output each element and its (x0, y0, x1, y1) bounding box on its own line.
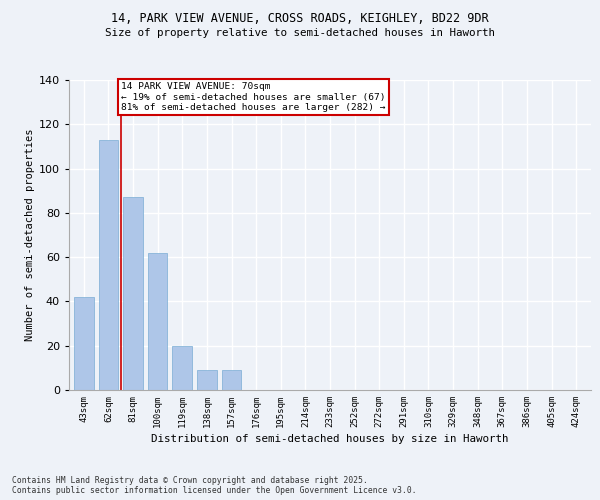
Text: 14, PARK VIEW AVENUE, CROSS ROADS, KEIGHLEY, BD22 9DR: 14, PARK VIEW AVENUE, CROSS ROADS, KEIGH… (111, 12, 489, 26)
Bar (197, 370, 217, 390)
Bar (148, 252, 167, 390)
Text: 14 PARK VIEW AVENUE: 70sqm
← 19% of semi-detached houses are smaller (67)
81% of: 14 PARK VIEW AVENUE: 70sqm ← 19% of semi… (121, 82, 386, 112)
Bar (172, 346, 192, 390)
Bar (221, 370, 241, 390)
Bar (74, 297, 94, 390)
Text: Size of property relative to semi-detached houses in Haworth: Size of property relative to semi-detach… (105, 28, 495, 38)
Bar (98, 140, 118, 390)
Text: Contains HM Land Registry data © Crown copyright and database right 2025.
Contai: Contains HM Land Registry data © Crown c… (12, 476, 416, 495)
X-axis label: Distribution of semi-detached houses by size in Haworth: Distribution of semi-detached houses by … (151, 434, 509, 444)
Y-axis label: Number of semi-detached properties: Number of semi-detached properties (25, 128, 35, 341)
Bar (123, 198, 143, 390)
